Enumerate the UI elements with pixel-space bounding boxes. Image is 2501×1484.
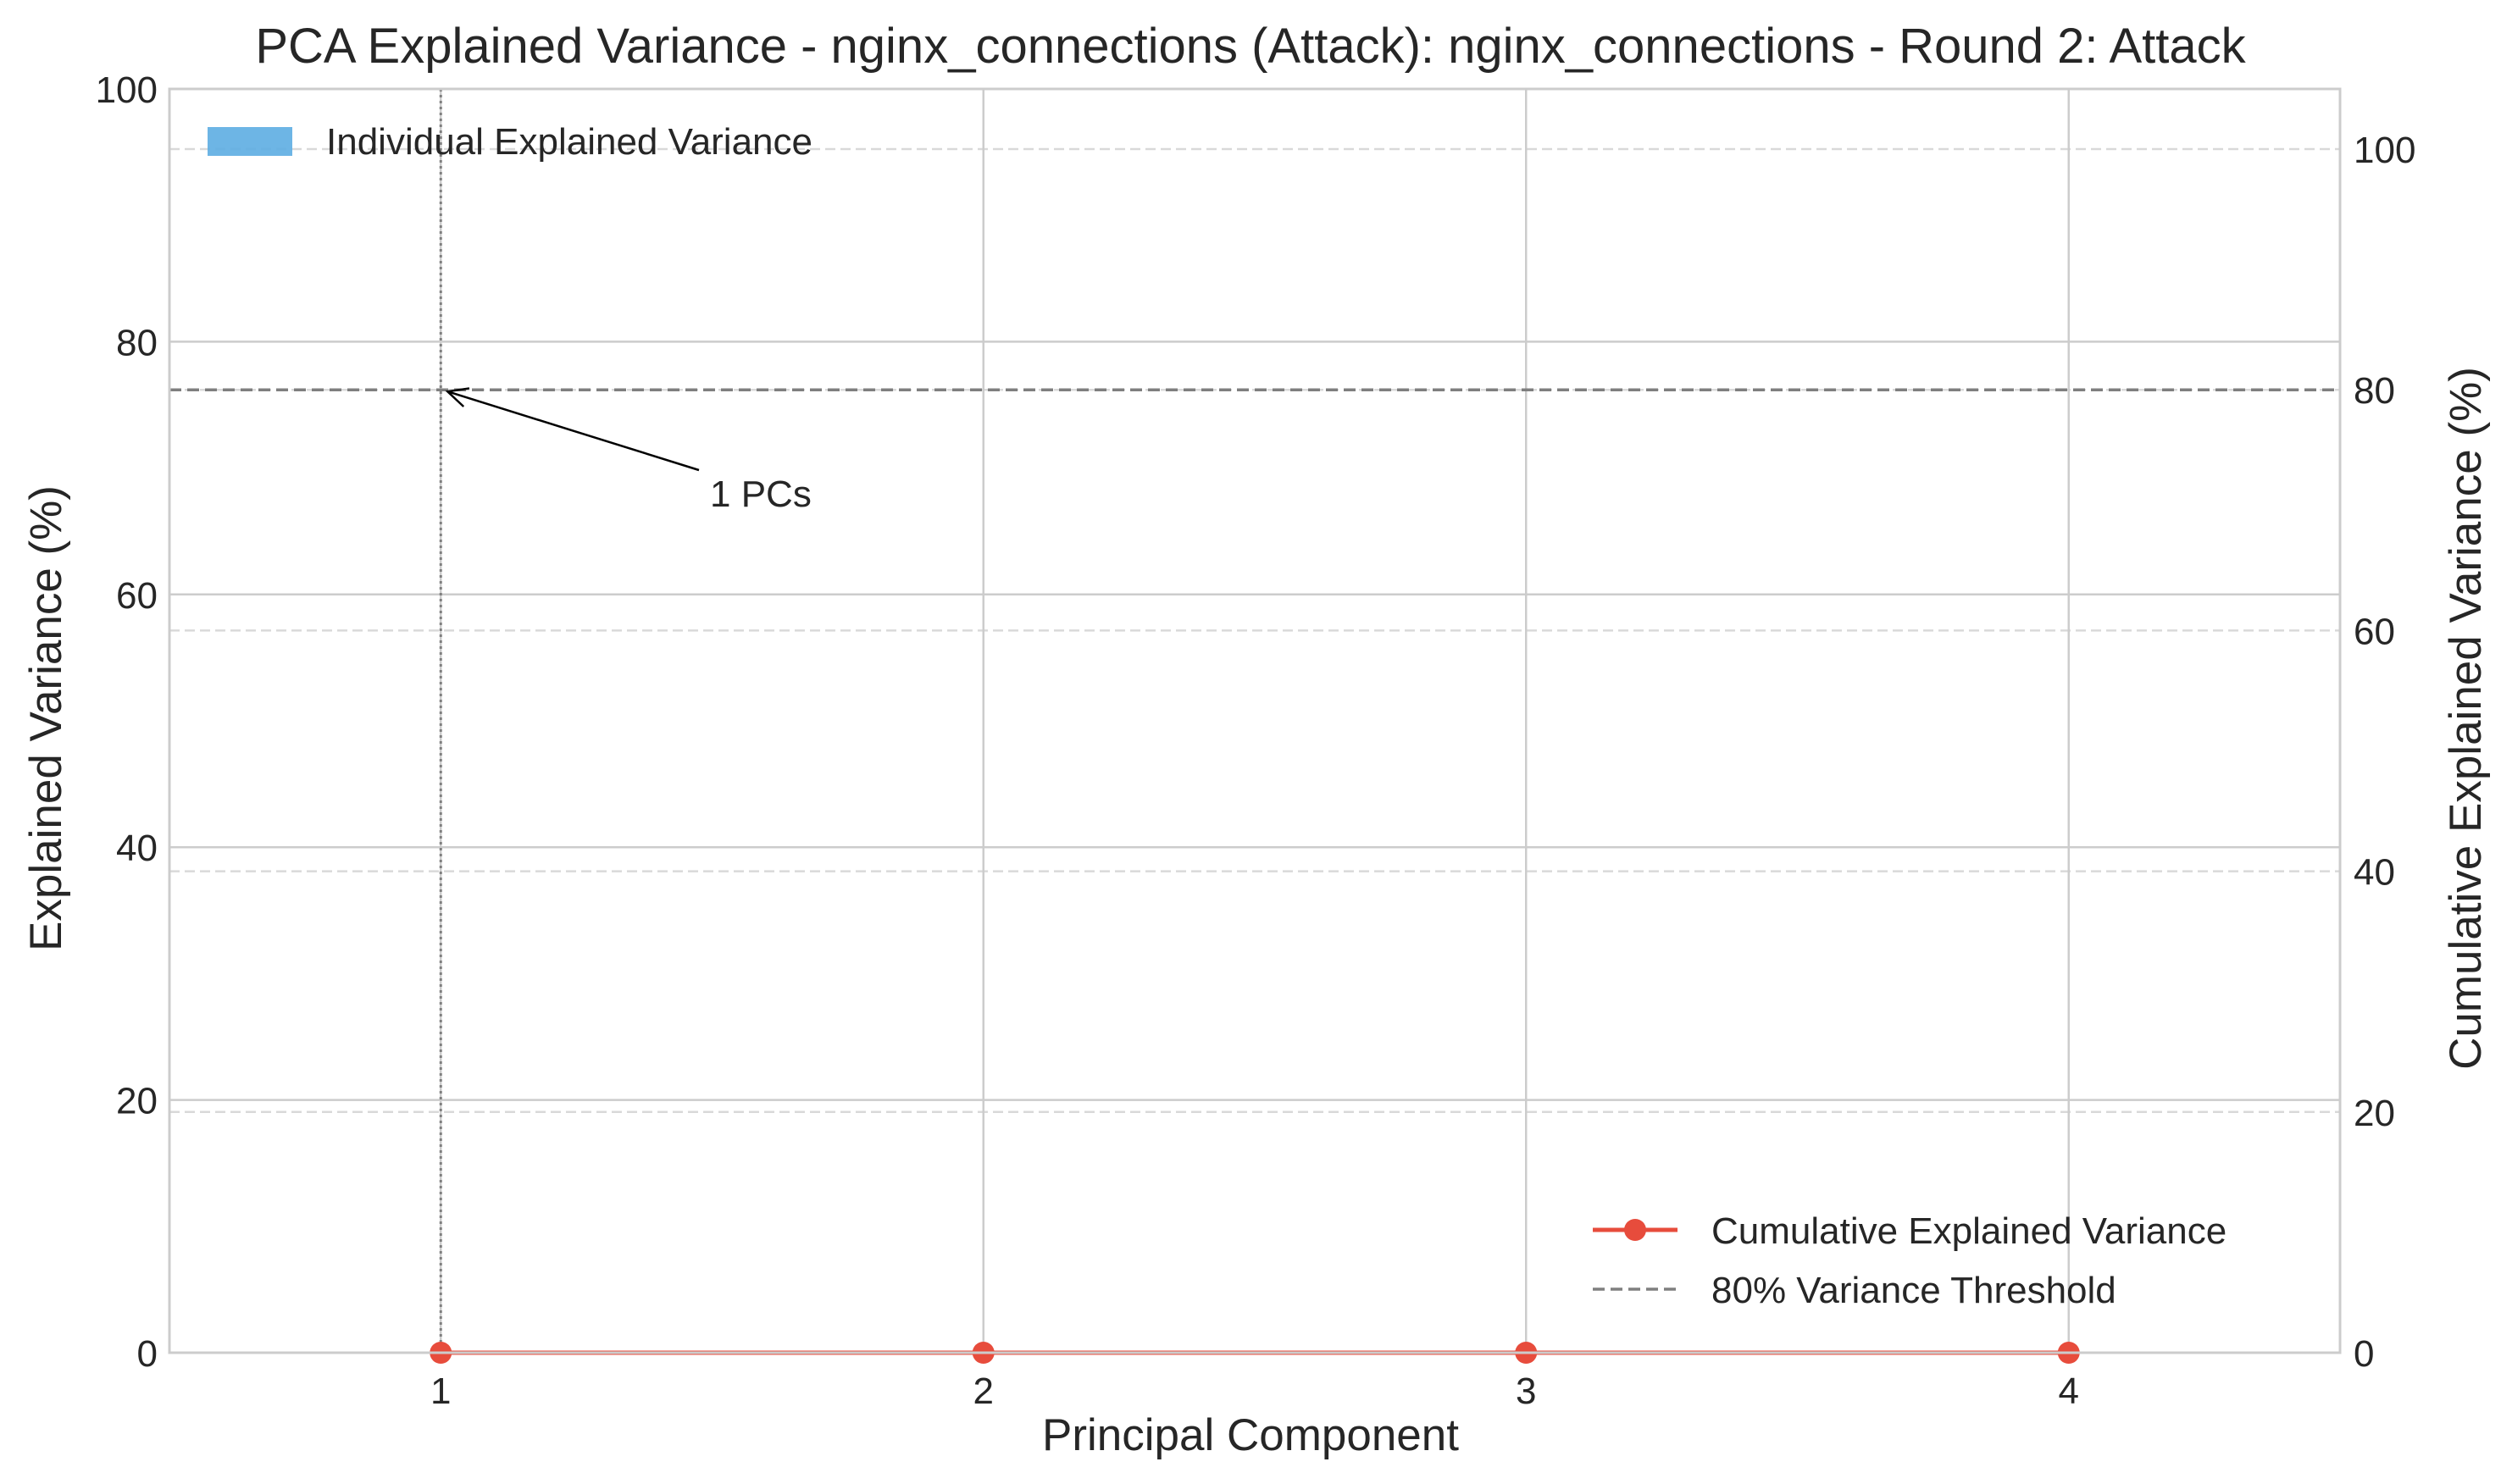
annotation-arrowhead (445, 387, 470, 407)
legend-label: Individual Explained Variance (326, 121, 812, 163)
y-axis-label: Explained Variance (%) (21, 485, 71, 951)
y2-axis-label: Cumulative Explained Variance (%) (2441, 367, 2491, 1070)
legend-label: 80% Variance Threshold (1711, 1270, 2116, 1311)
left-tick-label: 80 (116, 322, 158, 363)
legend-swatch-bar (208, 127, 292, 156)
reference-lines (169, 89, 2340, 1353)
right-tick-label: 100 (2354, 130, 2415, 171)
x-axis-label: Principal Component (1042, 1410, 1459, 1460)
left-tick-label: 100 (96, 69, 158, 111)
right-tick-label: 20 (2354, 1093, 2395, 1134)
annotation-arrow (446, 390, 700, 472)
left-tick-label: 60 (116, 575, 158, 617)
x-tick-label: 2 (973, 1370, 994, 1412)
plot-border (168, 87, 2342, 1354)
left-tick-label: 0 (137, 1333, 158, 1375)
annotation-text: 1 PCs (710, 473, 812, 515)
right-tick-label: 0 (2354, 1333, 2374, 1375)
x-tick-label: 1 (430, 1370, 451, 1412)
annotation: 1 PCs (445, 387, 812, 515)
left-axis-tick-labels: 0 20 40 60 80 100 (96, 69, 158, 1375)
left-tick-label: 40 (116, 828, 158, 869)
legend-upper-left: Individual Explained Variance (208, 121, 812, 163)
right-tick-label: 40 (2354, 852, 2395, 894)
chart-title: PCA Explained Variance - nginx_connectio… (255, 19, 2246, 74)
left-tick-label: 20 (116, 1081, 158, 1122)
x-tick-label: 4 (2059, 1370, 2079, 1412)
right-tick-label: 80 (2354, 370, 2395, 412)
x-axis-gridlines (440, 89, 2070, 1353)
plot-frame (168, 87, 2342, 1354)
x-axis-tick-labels: 1 2 3 4 (430, 1370, 2079, 1412)
x-tick-label: 3 (1516, 1370, 1536, 1412)
right-axis-tick-labels: 0 20 40 60 80 100 (2354, 130, 2415, 1375)
right-tick-label: 60 (2354, 611, 2395, 652)
legend-lower-right: Cumulative Explained Variance 80% Varianc… (1593, 1210, 2226, 1311)
legend-swatch-marker (1624, 1219, 1646, 1241)
legend-label: Cumulative Explained Variance (1711, 1210, 2226, 1252)
